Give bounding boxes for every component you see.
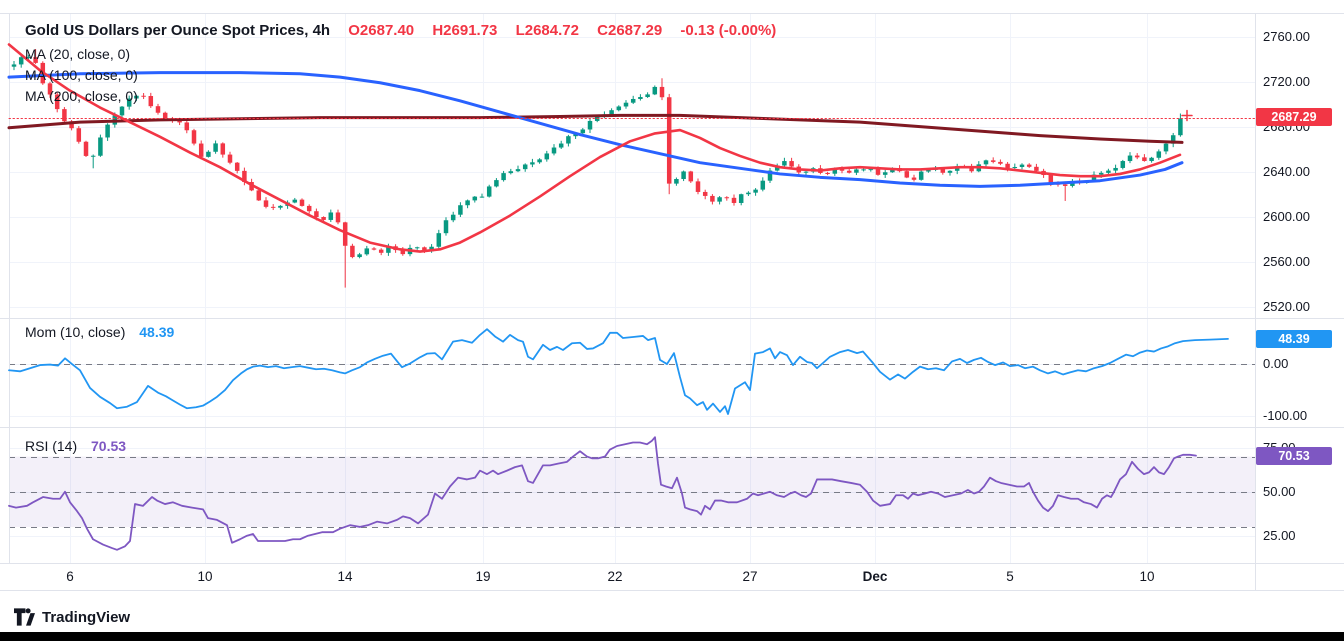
low-label: L <box>515 22 525 39</box>
price-tick-label: 2560.00 <box>1263 253 1310 269</box>
price-tick-label: 2760.00 <box>1263 28 1310 44</box>
close-label: C <box>597 22 608 39</box>
legend-ma-100[interactable]: MA (100, close, 0) <box>25 67 138 83</box>
legend-momentum[interactable]: Mom (10, close) 48.39 <box>25 324 174 340</box>
open-label: O <box>348 22 360 39</box>
time-tick-label: 6 <box>66 569 74 584</box>
high-label: H <box>432 22 444 39</box>
momentum-value: 48.39 <box>139 324 175 340</box>
legend-rsi[interactable]: RSI (14) 70.53 <box>25 438 126 454</box>
price-tick-label: 2600.00 <box>1263 208 1310 224</box>
open-value: 2687.40 <box>359 22 415 39</box>
rsi-value: 70.53 <box>91 438 127 454</box>
time-tick-label: 5 <box>1006 569 1014 584</box>
tradingview-attribution[interactable]: TradingView <box>14 608 130 626</box>
last-price-badge: 2687.29 <box>1256 108 1332 126</box>
rsi-label: RSI (14) <box>25 438 78 454</box>
momentum-value-badge: 48.39 <box>1256 330 1332 348</box>
rsi-tick-label: 25.00 <box>1263 527 1296 543</box>
legend-ma-200[interactable]: MA (200, close, 0) <box>25 88 138 104</box>
rsi-tick-label: 50.00 <box>1263 483 1296 499</box>
price-axis[interactable]: 2760.00 2720.00 2680.00 2640.00 2600.00 2560.… <box>1255 13 1344 590</box>
time-tick-label: 22 <box>607 569 623 584</box>
time-tick-label: 19 <box>475 569 491 584</box>
bottom-window-bar <box>0 632 1344 641</box>
price-tick-label: 2520.00 <box>1263 298 1310 314</box>
tradingview-brand-text: TradingView <box>42 608 131 626</box>
momentum-label: Mom (10, close) <box>25 324 126 340</box>
low-value: 2684.72 <box>524 22 579 39</box>
rsi-value-badge: 70.53 <box>1256 447 1332 465</box>
time-tick-label: 10 <box>1139 569 1155 584</box>
change-value: -0.13 (-0.00%) <box>680 22 777 39</box>
tradingview-logo-icon <box>14 608 35 626</box>
price-tick-label: 2720.00 <box>1263 73 1310 89</box>
price-tick-label: 2640.00 <box>1263 163 1310 179</box>
time-tick-label: Dec <box>862 569 888 584</box>
symbol-legend-row[interactable]: Gold US Dollars per Ounce Spot Prices, 4… <box>25 22 776 39</box>
time-axis[interactable]: 6 10 14 19 22 27 Dec 5 10 <box>0 563 1255 590</box>
time-tick-label: 14 <box>337 569 353 584</box>
momentum-tick-label: 0.00 <box>1263 356 1289 372</box>
time-tick-label: 10 <box>197 569 213 584</box>
time-tick-label: 27 <box>742 569 758 584</box>
momentum-tick-label: -100.00 <box>1263 408 1308 424</box>
legend-ma-20[interactable]: MA (20, close, 0) <box>25 46 131 62</box>
close-value: 2687.29 <box>608 22 663 39</box>
symbol-title: Gold US Dollars per Ounce Spot Prices, 4… <box>25 22 331 39</box>
high-value: 2691.73 <box>443 22 498 39</box>
